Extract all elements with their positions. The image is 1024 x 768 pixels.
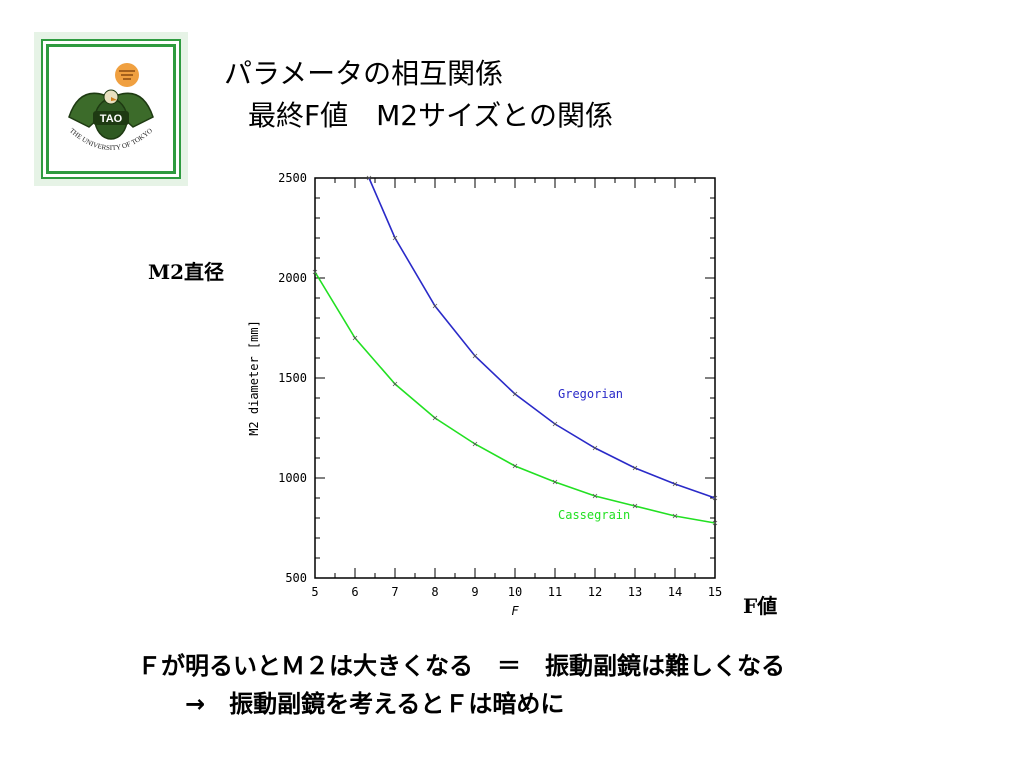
data-point-gregorian — [366, 175, 372, 181]
conclusion-line-1: Ｆが明るいとＭ２は大きくなる ＝ 振動副鏡は難しくなる — [137, 652, 785, 680]
plot-frame — [314, 177, 716, 579]
data-point-cassegrain — [352, 335, 358, 341]
conclusion-line-2: → 振動副鏡を考えるとＦは暗めに — [185, 690, 565, 718]
x-tick-label: 12 — [588, 585, 602, 599]
slide-title: パラメータの相互関係 — [224, 57, 504, 90]
data-point-cassegrain — [632, 503, 638, 509]
x-tick-label: 13 — [628, 585, 642, 599]
data-point-gregorian — [432, 303, 438, 309]
logo-badge-text: TAO — [100, 113, 123, 125]
data-point-gregorian — [592, 445, 598, 451]
data-point-cassegrain — [712, 520, 718, 526]
university-logo: TAO THE UNIVERSITY OF TOKYO — [46, 44, 176, 174]
series-label-gregorian: Gregorian — [558, 387, 623, 401]
data-point-cassegrain — [432, 415, 438, 421]
x-tick-label: 10 — [508, 585, 522, 599]
side-ylabel: M2直径 — [148, 260, 225, 284]
y-axis-label: M2 diameter [mm] — [247, 320, 261, 436]
x-tick-label: 15 — [708, 585, 722, 599]
x-tick-label: 9 — [471, 585, 478, 599]
y-tick-label: 500 — [285, 571, 307, 585]
data-point-gregorian — [392, 235, 398, 241]
y-tick-label: 1000 — [278, 471, 307, 485]
y-axis-ticks: 500 1000 1500 2000 2500 — [278, 171, 715, 585]
data-point-cassegrain — [552, 479, 558, 485]
series-line-cassegrain — [314, 271, 716, 524]
data-point-cassegrain — [312, 269, 318, 275]
data-point-gregorian — [512, 391, 518, 397]
data-point-gregorian — [672, 481, 678, 487]
data-point-gregorian — [552, 421, 558, 427]
y-tick-label: 2000 — [278, 271, 307, 285]
tao-eagle-emblem: TAO THE UNIVERSITY OF TOKYO — [68, 63, 154, 152]
x-axis-ticks: 5 6 7 8 9 10 11 12 13 14 15 — [311, 178, 722, 599]
y-tick-label: 2500 — [278, 171, 307, 185]
data-point-cassegrain — [472, 441, 478, 447]
x-axis-label: F — [511, 604, 519, 618]
x-tick-label: 6 — [351, 585, 358, 599]
logo-background: TAO THE UNIVERSITY OF TOKYO — [34, 32, 188, 186]
x-tick-label: 7 — [391, 585, 398, 599]
y-tick-label: 1500 — [278, 371, 307, 385]
x-tick-label: 11 — [548, 585, 562, 599]
data-point-cassegrain — [592, 493, 598, 499]
x-tick-label: 8 — [431, 585, 438, 599]
data-point-gregorian — [712, 495, 718, 501]
data-point-gregorian — [472, 353, 478, 359]
data-point-cassegrain — [392, 381, 398, 387]
side-xlabel: F値 — [743, 594, 778, 618]
data-point-cassegrain — [672, 513, 678, 519]
slide-subtitle: 最終F値 M2サイズとの関係 — [248, 99, 613, 132]
series-label-cassegrain: Cassegrain — [558, 508, 630, 522]
data-point-cassegrain — [512, 463, 518, 469]
x-tick-label: 5 — [311, 585, 318, 599]
series-layer — [312, 175, 718, 526]
series-line-gregorian — [368, 177, 716, 499]
x-tick-label: 14 — [668, 585, 682, 599]
data-point-gregorian — [632, 465, 638, 471]
